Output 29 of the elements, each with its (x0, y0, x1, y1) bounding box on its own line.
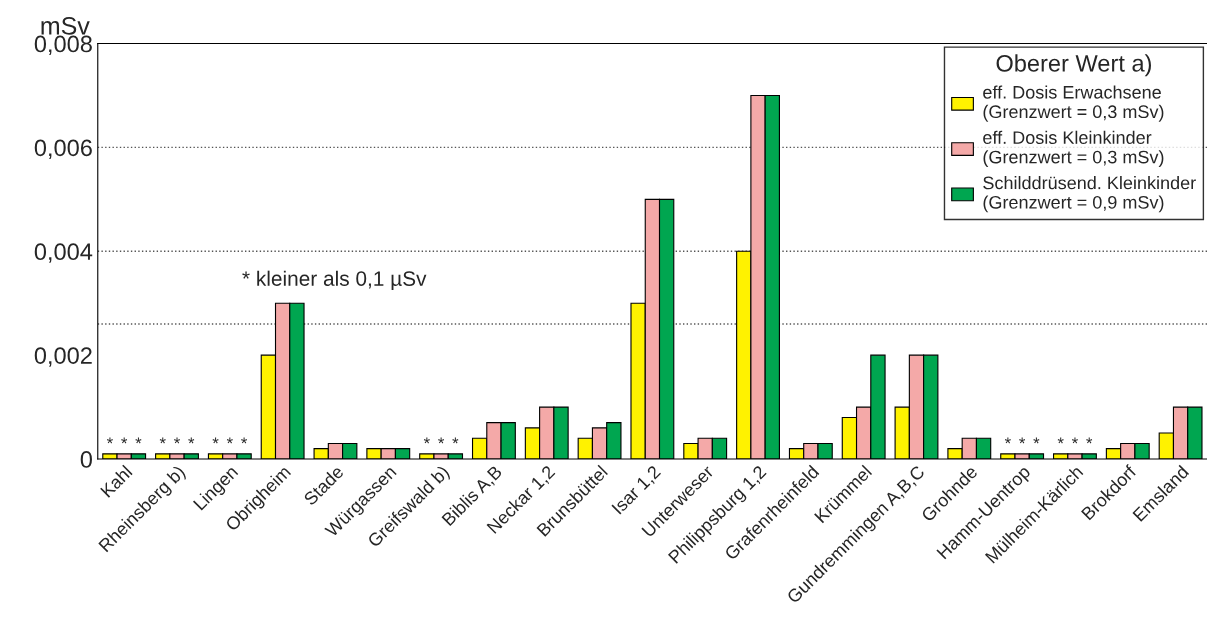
data-label: * (1057, 437, 1064, 444)
legend-label: eff. Dosis Erwachsene (Grenzwert = 0,3 mSv) (983, 85, 1164, 122)
legend-label: eff. Dosis Kleinkinder (Grenzwert = 0,3 mSv) (983, 130, 1164, 167)
legend-title: Oberer Wert a) (996, 54, 1151, 77)
data-label: * (135, 437, 142, 444)
data-label: * (188, 437, 195, 444)
data-label: * (1019, 437, 1026, 444)
data-label: * (452, 437, 459, 444)
data-label: * (212, 437, 219, 444)
annotation: * kleiner als 0,1 µSv (242, 270, 427, 291)
data-label: * (106, 437, 113, 444)
data-label: * (423, 437, 430, 444)
data-label: * (159, 437, 166, 444)
y-tick-label: 0,008 (34, 35, 92, 56)
data-label: * (438, 437, 445, 444)
y-tick-label: 0,002 (34, 347, 92, 367)
y-axis-title: mSv (41, 17, 90, 35)
data-label: * (1086, 437, 1093, 444)
y-tick-label: 0,006 (34, 139, 92, 159)
data-label: * (1071, 437, 1078, 444)
y-tick-label: 0 (80, 451, 92, 468)
legend-label: Schilddrüsend. Kleinkinder (Grenzwert = 0,9 mSv) (983, 176, 1196, 213)
data-label: * (121, 437, 128, 444)
data-label: * (1004, 437, 1011, 444)
y-tick-label: 0,004 (34, 243, 93, 263)
data-label: * (241, 437, 248, 444)
data-label: * (226, 437, 233, 444)
data-label: * (1033, 437, 1040, 444)
data-label: * (174, 437, 180, 444)
